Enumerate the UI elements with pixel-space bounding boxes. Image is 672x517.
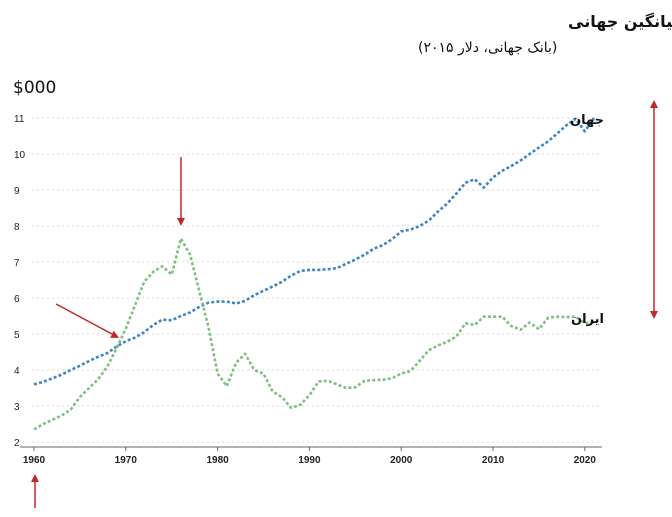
x-tick-label: 2000 xyxy=(390,455,413,466)
y-tick-label: 8 xyxy=(14,222,20,233)
y-tick-label: 10 xyxy=(14,150,26,161)
x-axis: 1960 1970 1980 1990 2000 2010 2020 xyxy=(20,446,602,466)
arrow-crossing xyxy=(55,303,113,335)
y-axis-label: $000 xyxy=(13,78,56,98)
x-tick-label: 1990 xyxy=(298,455,321,466)
chart-title: نمودار ۱: مقایسه درآمد سرانه ایران با می… xyxy=(568,11,672,31)
x-tick-label: 1970 xyxy=(115,455,138,466)
y-tick-label: 3 xyxy=(14,402,20,413)
y-tick-label: 9 xyxy=(14,186,20,197)
x-tick-label: 1980 xyxy=(206,455,229,466)
series-label-world: جهان xyxy=(570,113,604,128)
arrow-gap-head-top xyxy=(650,100,658,108)
series-lines xyxy=(33,117,596,431)
y-tick-label: 5 xyxy=(14,330,20,341)
y-tick-label: 6 xyxy=(14,294,20,305)
arrow-gap-head-bottom xyxy=(650,311,658,319)
y-tick-label: 11 xyxy=(14,114,25,125)
arrow-crossing-head xyxy=(110,330,119,338)
y-tick-label: 2 xyxy=(14,438,20,449)
series-label-iran: ایران xyxy=(571,312,604,327)
series-line-iran xyxy=(33,237,595,431)
chart-subtitle: (بانک جهانی، دلار ۲۰۱۵) xyxy=(418,40,557,56)
series-labels: جهان ایران xyxy=(570,113,604,327)
arrow-start-head xyxy=(31,474,39,482)
y-axis: 2 3 4 5 6 7 8 9 10 11 xyxy=(14,114,26,449)
x-tick-label: 2020 xyxy=(574,455,597,466)
grid-lines xyxy=(32,117,600,443)
series-line-world xyxy=(33,117,596,386)
y-tick-label: 4 xyxy=(14,366,20,377)
x-tick-label: 2010 xyxy=(482,455,505,466)
x-tick-label: 1960 xyxy=(23,455,46,466)
y-tick-label: 7 xyxy=(14,258,20,269)
annotation-arrows xyxy=(31,100,658,508)
arrow-peak-head xyxy=(177,218,185,226)
